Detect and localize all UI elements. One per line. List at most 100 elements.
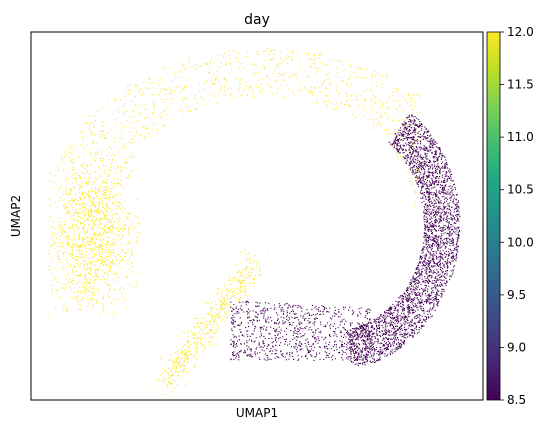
scatter-point — [127, 212, 129, 214]
scatter-point — [392, 341, 394, 343]
scatter-point — [63, 230, 65, 232]
scatter-point — [203, 99, 205, 101]
scatter-point — [366, 68, 368, 70]
scatter-point — [95, 234, 97, 236]
scatter-point — [314, 63, 316, 65]
scatter-point — [443, 244, 445, 246]
scatter-point — [415, 175, 417, 177]
scatter-point — [422, 261, 424, 263]
scatter-point — [102, 256, 104, 258]
scatter-point — [94, 159, 96, 161]
scatter-point — [54, 242, 56, 244]
scatter-point — [254, 63, 256, 65]
scatter-point — [423, 132, 425, 134]
scatter-point — [212, 82, 214, 84]
scatter-point — [439, 265, 441, 267]
scatter-point — [417, 159, 419, 161]
scatter-point — [406, 289, 408, 291]
scatter-point — [424, 184, 426, 186]
scatter-point — [98, 190, 100, 192]
scatter-point — [93, 157, 95, 159]
scatter-point — [76, 299, 78, 301]
scatter-point — [452, 258, 454, 260]
scatter-point — [109, 255, 111, 257]
scatter-point — [396, 109, 398, 111]
scatter-point — [83, 289, 85, 291]
scatter-point — [443, 181, 445, 183]
scatter-point — [52, 231, 54, 233]
scatter-point — [240, 287, 242, 289]
scatter-point — [410, 160, 412, 162]
scatter-point — [240, 251, 242, 253]
scatter-point — [152, 112, 154, 114]
scatter-point — [441, 256, 443, 258]
scatter-point — [229, 57, 231, 59]
scatter-point — [60, 184, 62, 186]
scatter-point — [451, 180, 453, 182]
scatter-point — [89, 236, 91, 238]
scatter-point — [409, 312, 411, 314]
scatter-point — [441, 238, 443, 240]
scatter-point — [419, 288, 421, 290]
scatter-point — [420, 319, 422, 321]
scatter-point — [458, 234, 460, 236]
scatter-point — [132, 127, 134, 129]
scatter-point — [104, 185, 106, 187]
scatter-point — [369, 345, 371, 347]
scatter-point — [453, 197, 455, 199]
scatter-point — [310, 66, 312, 68]
scatter-point — [86, 236, 88, 238]
scatter-point — [232, 279, 234, 281]
scatter-point — [373, 119, 375, 121]
scatter-point — [213, 333, 215, 335]
scatter-point — [409, 168, 411, 170]
scatter-point — [358, 356, 360, 358]
scatter-point — [89, 282, 91, 284]
scatter-point — [89, 237, 91, 239]
scatter-point — [413, 131, 415, 133]
scatter-point — [65, 212, 67, 214]
scatter-point — [449, 262, 451, 264]
scatter-point — [434, 181, 436, 183]
scatter-point — [94, 294, 96, 296]
scatter-point — [84, 263, 86, 265]
scatter-point — [376, 85, 378, 87]
scatter-point — [170, 371, 172, 373]
scatter-point — [411, 298, 413, 300]
scatter-point — [56, 233, 58, 235]
scatter-point — [439, 176, 441, 178]
scatter-point — [417, 93, 419, 95]
scatter-point — [431, 254, 433, 256]
scatter-point — [89, 205, 91, 207]
scatter-point — [353, 72, 355, 74]
scatter-point — [415, 172, 417, 174]
scatter-point — [88, 190, 90, 192]
scatter-point — [110, 244, 112, 246]
scatter-point — [410, 181, 412, 183]
scatter-point — [291, 58, 293, 60]
scatter-point — [435, 281, 437, 283]
scatter-point — [448, 205, 450, 207]
scatter-point — [362, 363, 364, 365]
scatter-point — [425, 243, 427, 245]
scatter-point — [365, 354, 367, 356]
scatter-point — [88, 278, 90, 280]
scatter-point — [428, 298, 430, 300]
scatter-point — [124, 256, 126, 258]
scatter-point — [92, 238, 94, 240]
scatter-point — [105, 194, 107, 196]
scatter-point — [386, 309, 388, 311]
scatter-point — [104, 208, 106, 210]
scatter-point — [172, 361, 174, 363]
scatter-point — [442, 191, 444, 193]
scatter-point — [433, 212, 435, 214]
scatter-point — [58, 245, 60, 247]
scatter-point — [87, 178, 89, 180]
scatter-point — [437, 299, 439, 301]
scatter-point — [77, 261, 79, 263]
scatter-point — [264, 77, 266, 79]
scatter-point — [171, 89, 173, 91]
scatter-point — [64, 251, 66, 253]
scatter-point — [444, 213, 446, 215]
scatter-point — [135, 241, 137, 243]
